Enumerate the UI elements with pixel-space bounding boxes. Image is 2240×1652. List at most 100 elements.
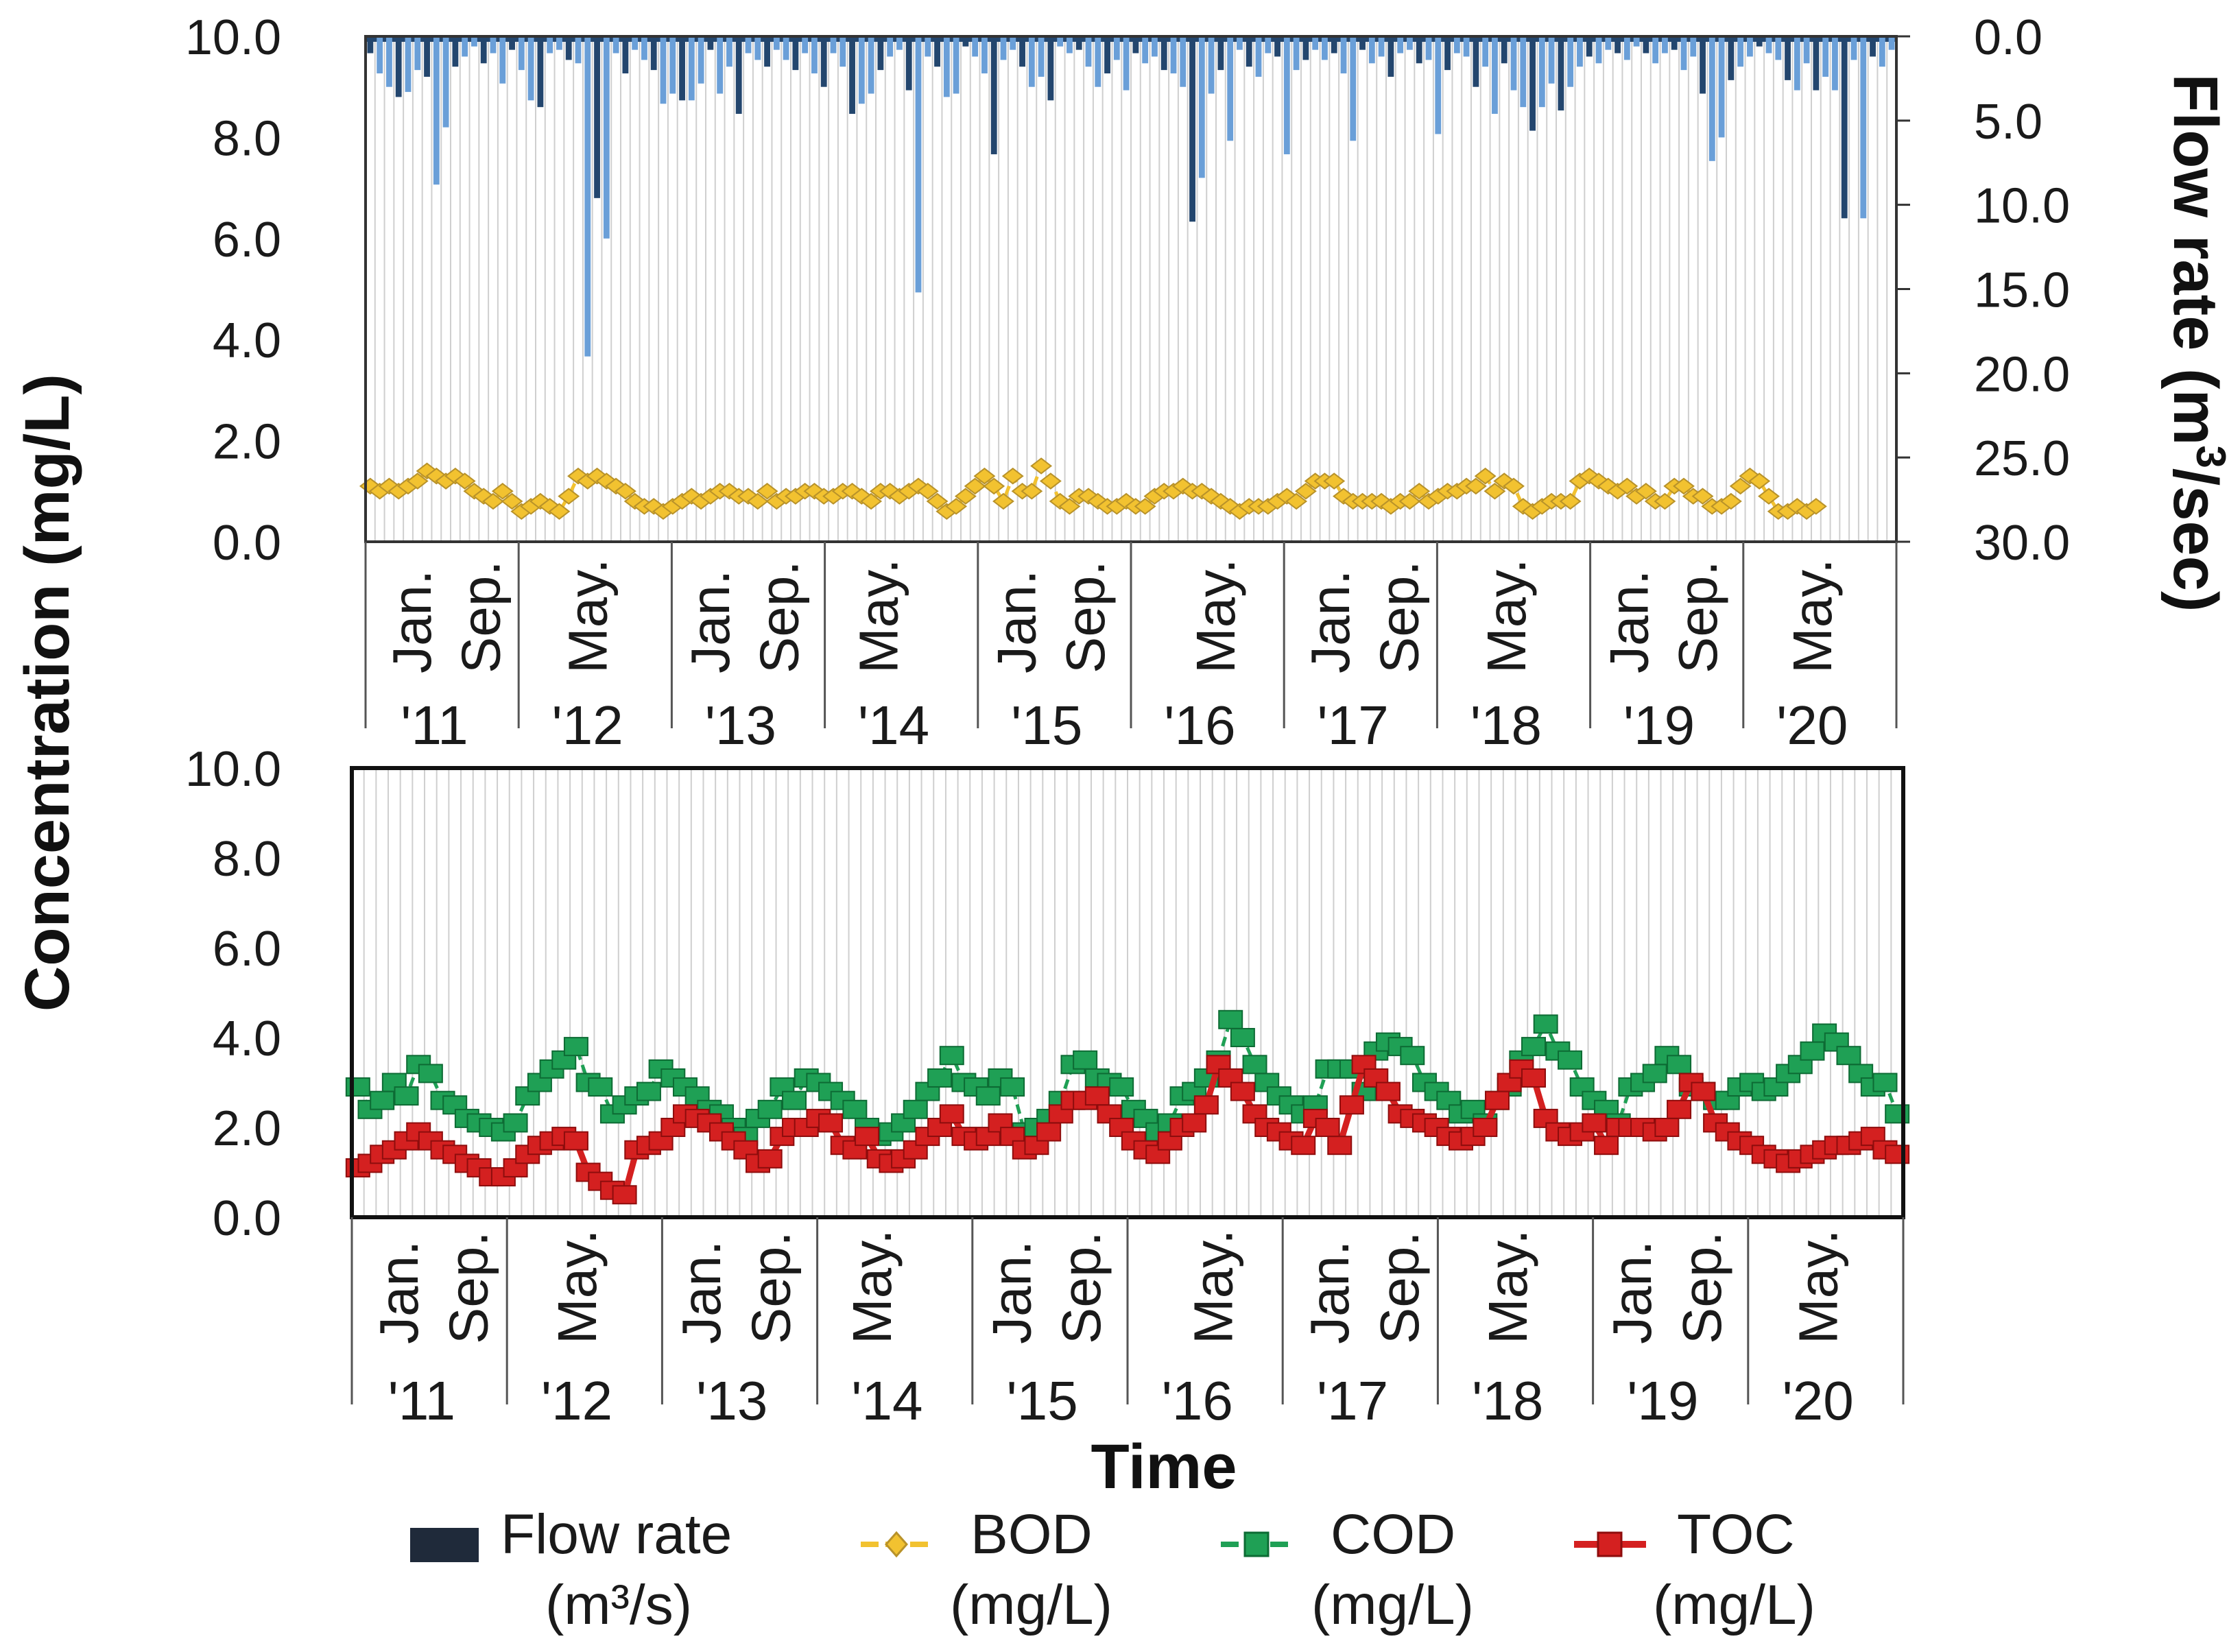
bottom-month-label: Sep. <box>1671 1231 1732 1344</box>
bod-point <box>945 498 968 515</box>
flow-rate-bar <box>1217 36 1224 71</box>
bottom-left-tick-label: 4.0 <box>213 1011 281 1066</box>
top-month-label: Jan. <box>986 570 1047 673</box>
flow-rate-bar <box>1246 36 1252 67</box>
cod-point <box>903 1099 928 1119</box>
flow-rate-bar <box>1558 36 1564 111</box>
cod-point <box>975 1086 1001 1106</box>
toc-point <box>1484 1090 1510 1110</box>
flow-rate-bar <box>811 36 818 74</box>
bod-point <box>416 462 438 480</box>
bod-point <box>453 472 476 490</box>
flow-rate-bar <box>632 36 639 50</box>
top-gridlines <box>365 36 1897 542</box>
flow-rate-bar <box>641 36 647 60</box>
top-right-tick-label: 30.0 <box>1974 516 2070 571</box>
bod-point <box>1616 477 1639 495</box>
flow-rate-bar <box>773 36 780 50</box>
bod-point <box>1039 472 1062 490</box>
bod-point <box>1691 488 1714 505</box>
flow-rate-bar <box>1662 36 1668 53</box>
y-axis-title-right: Flow rate (m3/sec) <box>2160 74 2235 612</box>
flow-rate-bar <box>802 36 809 53</box>
bottom-month-label: Sep. <box>741 1231 802 1344</box>
toc-point <box>1521 1068 1547 1088</box>
bottom-left-tick-label: 2.0 <box>213 1101 281 1156</box>
cod-point <box>927 1068 953 1088</box>
flow-rate-bar <box>1700 36 1706 94</box>
flow-rate-bar <box>1283 36 1290 154</box>
bottom-left-axis-ticks: 0.0 2.0 4.0 6.0 8.0 10.0 <box>185 742 281 1246</box>
flow-rate-bar <box>377 36 383 74</box>
bottom-left-tick-label: 6.0 <box>213 922 281 977</box>
y-axis-title-left: Concentration (mg/L) <box>12 374 82 1011</box>
flow-rate-bar <box>660 36 667 104</box>
bod-point <box>916 483 939 500</box>
bod-point <box>1323 472 1346 490</box>
flow-rate-bar <box>1510 36 1517 91</box>
bod-point <box>992 492 1014 510</box>
flow-rate-bar <box>1085 36 1092 67</box>
cod-point <box>939 1046 964 1066</box>
cod-point <box>1885 1104 1910 1124</box>
flow-rate-bar <box>1718 36 1725 138</box>
bottom-left-tick-label: 10.0 <box>185 742 281 797</box>
flow-rate-bar <box>849 36 855 115</box>
flow-rate-bar <box>1057 36 1064 47</box>
toc-point <box>1594 1136 1619 1156</box>
toc-point <box>1339 1095 1364 1115</box>
flow-rate-bar <box>395 36 402 97</box>
bottom-year-label: '18 <box>1472 1370 1543 1431</box>
cod-point <box>1218 1009 1243 1029</box>
flow-rate-bar <box>1860 36 1867 219</box>
flow-rate-bar <box>1208 36 1215 94</box>
flow-rate-bar <box>1113 36 1120 60</box>
flow-rate-bar <box>1160 36 1167 71</box>
flow-rate-bar <box>386 36 392 87</box>
flow-rate-bar <box>1075 36 1082 50</box>
top-right-tick-label: 20.0 <box>1974 347 2070 402</box>
toc-point <box>1182 1113 1207 1133</box>
toc-point <box>1582 1113 1607 1133</box>
flow-rate-bar <box>442 36 449 128</box>
flow-rate-bar <box>518 36 525 71</box>
flow-rate-bar <box>1123 36 1130 91</box>
top-month-label: May. <box>1185 559 1246 673</box>
cod-point <box>588 1077 613 1097</box>
bod-point <box>926 492 949 510</box>
top-year-label: '14 <box>858 695 929 756</box>
cod-point <box>782 1090 807 1110</box>
toc-point <box>818 1113 844 1133</box>
bottom-year-label: '11 <box>388 1370 455 1431</box>
flow-rate-bar <box>1189 36 1195 222</box>
top-year-label: '18 <box>1470 695 1542 756</box>
flow-rate-bar <box>1095 36 1101 87</box>
bod-series <box>359 457 1827 520</box>
bod-point <box>1474 467 1497 485</box>
toc-point <box>1654 1118 1680 1137</box>
top-right-tick-label: 25.0 <box>1974 431 2070 486</box>
flow-rate-bar <box>972 36 979 57</box>
flow-rate-bar <box>1501 36 1508 64</box>
flow-rate-bar <box>1832 36 1838 91</box>
toc-point <box>1691 1081 1716 1101</box>
bottom-panel: 0.0 2.0 4.0 6.0 8.0 10.0 '11 '12 '13 '14 '15 '16 '1… <box>185 742 1910 1431</box>
legend-flow-label: Flow rate <box>501 1503 732 1566</box>
x-axis-title: Time <box>1091 1432 1237 1502</box>
flow-rate-bar <box>1473 36 1479 87</box>
bod-point <box>756 483 778 500</box>
top-month-label: Sep. <box>450 560 511 673</box>
flow-rate-bar <box>1633 36 1640 47</box>
bottom-month-label: Jan. <box>981 1241 1042 1344</box>
cod-point <box>345 1077 370 1097</box>
bottom-year-label: '19 <box>1627 1370 1698 1431</box>
flow-rate-bar <box>1322 36 1328 60</box>
flow-rate-bar <box>462 36 468 57</box>
flow-rate-bar <box>575 36 582 64</box>
top-year-label: '17 <box>1318 695 1389 756</box>
bod-point <box>1719 492 1742 510</box>
flow-rate-bar <box>1170 36 1177 74</box>
cod-point <box>1521 1037 1547 1057</box>
